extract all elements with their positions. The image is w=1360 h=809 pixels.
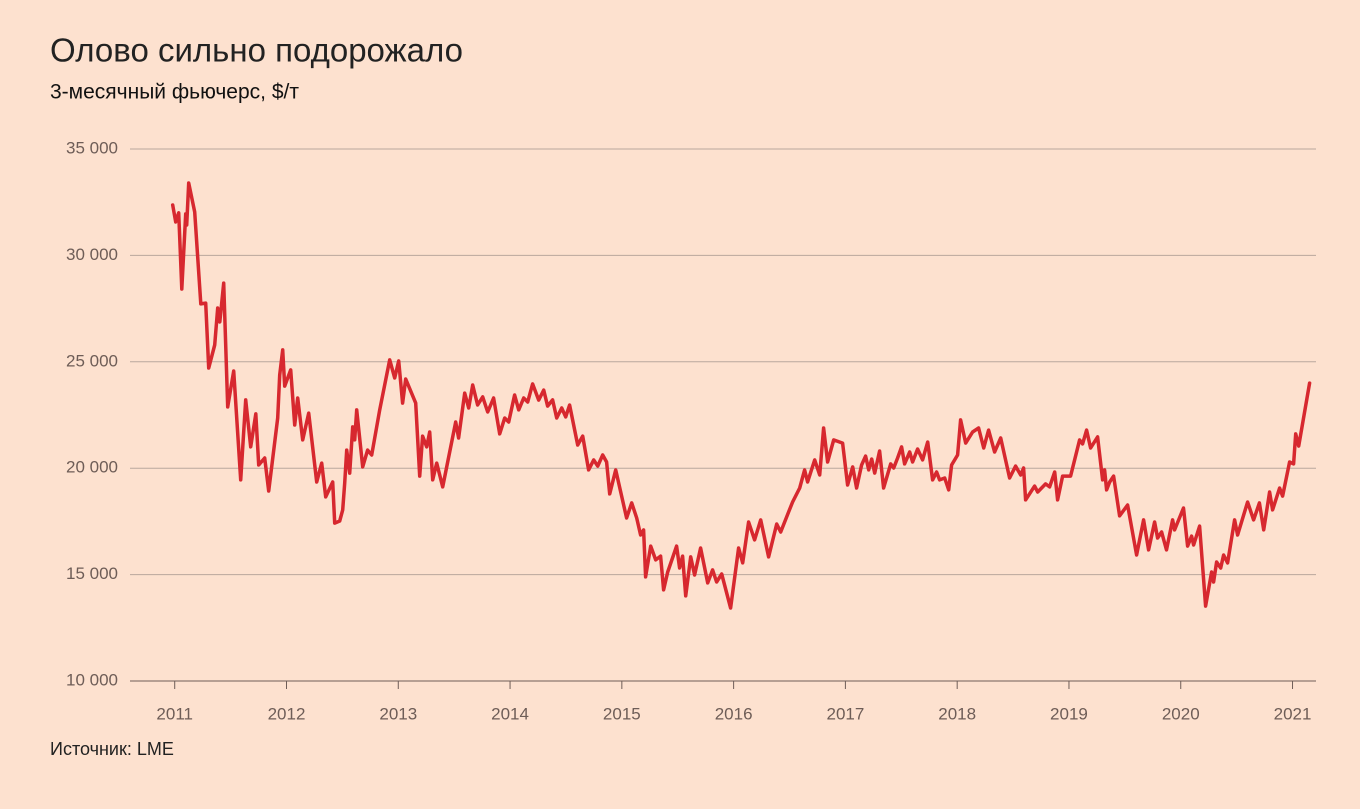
- x-tick-label: 2019: [1050, 704, 1088, 723]
- price-line: [170, 181, 1312, 610]
- x-tick-label: 2011: [156, 704, 193, 723]
- y-tick-label: 20 000: [66, 458, 118, 477]
- y-tick-label: 30 000: [66, 245, 118, 264]
- x-tick-label: 2013: [379, 704, 417, 723]
- x-tick-label: 2012: [268, 704, 306, 723]
- x-tick-label: 2016: [715, 704, 753, 723]
- x-tick-label: 2014: [491, 704, 529, 723]
- x-tick-label: 2020: [1162, 704, 1200, 723]
- y-tick-label: 10 000: [66, 670, 118, 689]
- x-tick-label: 2015: [603, 704, 641, 723]
- x-tick-label: 2018: [938, 704, 976, 723]
- chart-subtitle: 3-месячный фьючерс, $/т: [50, 81, 299, 104]
- y-tick-label: 25 000: [66, 351, 118, 370]
- y-tick-label: 15 000: [66, 564, 118, 583]
- x-tick-label: 2021: [1274, 704, 1312, 723]
- y-tick-label: 35 000: [66, 138, 118, 157]
- x-tick-label: 2017: [826, 704, 864, 723]
- chart-title: Олово сильно подорожало: [50, 32, 463, 69]
- source-note: Источник: LME: [50, 739, 174, 759]
